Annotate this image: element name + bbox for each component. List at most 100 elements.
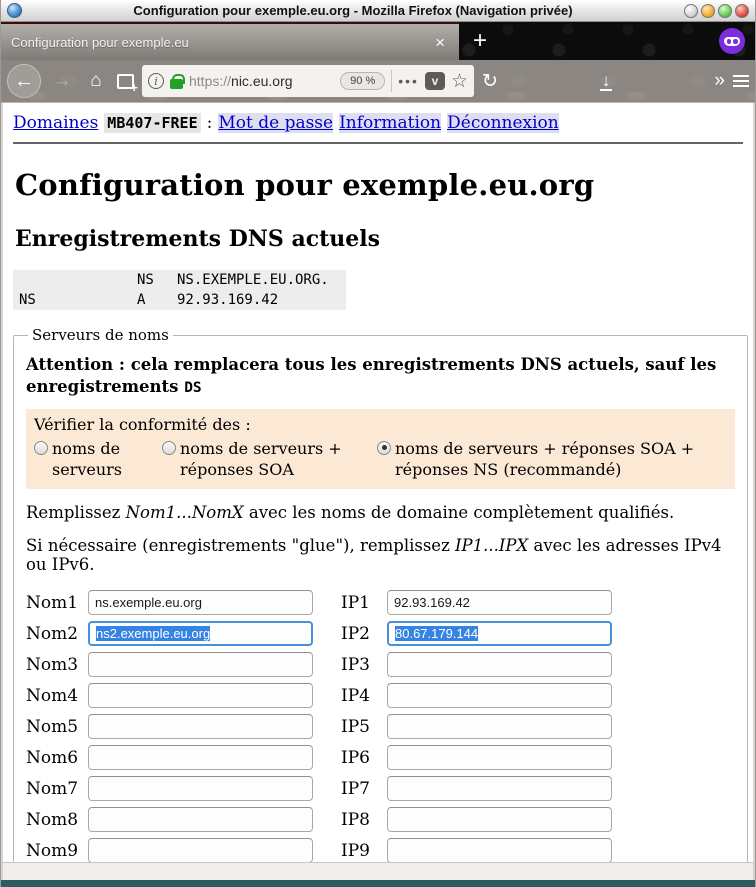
nom1-input[interactable]: ns.exemple.eu.org <box>88 590 313 616</box>
url-bar[interactable]: i https://nic.eu.org 90 % ••• v ☆ <box>142 65 474 97</box>
nom-label: Nom8 <box>26 809 79 830</box>
window-controls <box>684 3 749 18</box>
form-row: Nom9 IP9 <box>26 838 735 862</box>
forward-button[interactable]: → <box>52 70 72 91</box>
ip-label: IP3 <box>341 654 370 675</box>
home-button[interactable]: ⌂ <box>90 70 102 91</box>
bookmark-star-icon[interactable]: ☆ <box>450 70 468 92</box>
downloads-icon[interactable]: ↓ <box>599 70 613 91</box>
ip7-input[interactable] <box>387 776 612 802</box>
nom-label: Nom2 <box>26 623 79 644</box>
form-row: Nom1 ns.exemple.eu.org IP1 92.93.169.42 <box>26 590 735 616</box>
overflow-chevron-icon[interactable]: » <box>714 70 725 91</box>
screenshot-icon[interactable] <box>117 73 138 95</box>
table-row: NS A 92.93.169.42 <box>19 292 279 308</box>
status-bar <box>1 862 755 880</box>
page-actions-icon[interactable]: ••• <box>398 73 419 89</box>
nom7-input[interactable] <box>88 776 313 802</box>
nav-separator: : <box>206 113 213 133</box>
page-content: Domaines MB407-FREE : Mot de passe Infor… <box>1 103 755 862</box>
minimize-button[interactable] <box>701 3 715 18</box>
dns-records-heading: Enregistrements DNS actuels <box>15 226 380 252</box>
ip-label: IP6 <box>341 747 370 768</box>
nom5-input[interactable] <box>88 714 313 740</box>
secure-lock-icon[interactable] <box>170 73 185 89</box>
ip6-input[interactable] <box>387 745 612 771</box>
radio-label: noms de serveurs + réponses SOA <box>180 438 342 480</box>
nav-link-password[interactable]: Mot de passe <box>218 113 334 133</box>
nav-link-information[interactable]: Information <box>339 113 442 133</box>
radio-icon[interactable] <box>162 440 176 455</box>
new-tab-button[interactable]: + <box>472 27 487 54</box>
nom-label: Nom7 <box>26 778 79 799</box>
form-row: Nom5 IP5 <box>26 714 735 740</box>
fieldset-legend: Serveurs de noms <box>32 326 169 344</box>
nav-link-domaines[interactable]: Domaines <box>13 113 99 133</box>
tab-bar: Configuration pour exemple.eu × + <box>1 22 755 60</box>
nom-label: Nom1 <box>26 592 79 613</box>
help-text-noms: Remplissez Nom1...NomX avec les noms de … <box>26 503 675 523</box>
menu-hamburger-icon[interactable] <box>733 75 749 87</box>
url-text[interactable]: https://nic.eu.org <box>189 73 293 89</box>
nom-label: Nom6 <box>26 747 79 768</box>
urlbar-separator <box>391 70 393 92</box>
window-menu-icon[interactable] <box>7 3 22 18</box>
ip-label: IP5 <box>341 716 370 737</box>
radio-icon[interactable] <box>34 440 48 455</box>
page-title: Configuration pour exemple.eu.org <box>15 168 595 202</box>
radio-option-names-soa[interactable]: noms de serveurs + réponses SOA <box>162 438 377 481</box>
nom2-input[interactable]: ns2.exemple.eu.org <box>88 621 313 647</box>
form-row: Nom2 ns2.exemple.eu.org IP2 80.67.179.14… <box>26 621 735 647</box>
divider <box>13 142 743 144</box>
ip8-input[interactable] <box>387 807 612 833</box>
ip5-input[interactable] <box>387 714 612 740</box>
account-id: MB407-FREE <box>104 113 201 133</box>
radio-icon[interactable] <box>377 440 391 455</box>
tab-configuration[interactable]: Configuration pour exemple.eu × <box>1 22 459 60</box>
ip4-input[interactable] <box>387 683 612 709</box>
nom8-input[interactable] <box>88 807 313 833</box>
reload-icon[interactable]: ↻ <box>482 70 498 92</box>
radio-option-names-soa-ns[interactable]: noms de serveurs + réponses SOA + répons… <box>377 438 727 481</box>
page-info-icon[interactable]: i <box>148 73 164 89</box>
ip2-input[interactable]: 80.67.179.144 <box>387 621 612 647</box>
radio-option-names[interactable]: noms de serveurs <box>34 438 162 481</box>
private-browsing-mask-icon <box>719 28 745 54</box>
nom3-input[interactable] <box>88 652 313 678</box>
nameservers-fieldset: Serveurs de noms Attention : cela rempla… <box>13 326 748 862</box>
back-button[interactable]: ← <box>7 64 41 98</box>
table-row: NS NS.EXEMPLE.EU.ORG. <box>137 272 329 288</box>
shade-button[interactable] <box>684 3 698 18</box>
warning-text: Attention : cela remplacera tous les enr… <box>26 355 717 397</box>
ip-label: IP2 <box>341 623 370 644</box>
ip-label: IP9 <box>341 840 370 861</box>
zoom-level-badge[interactable]: 90 % <box>340 72 386 90</box>
nom4-input[interactable] <box>88 683 313 709</box>
ip3-input[interactable] <box>387 652 612 678</box>
ip1-input[interactable]: 92.93.169.42 <box>387 590 612 616</box>
conformity-label: Vérifier la conformité des : <box>34 414 251 434</box>
ip9-input[interactable] <box>387 838 612 862</box>
help-text-ips: Si nécessaire (enregistrements "glue"), … <box>26 536 722 575</box>
nom-label: Nom5 <box>26 716 79 737</box>
ip-label: IP1 <box>341 592 370 613</box>
pocket-icon[interactable]: v <box>424 72 445 90</box>
conformity-radio-group: noms de serveurs noms de serveurs + répo… <box>34 438 727 481</box>
os-titlebar: Configuration pour exemple.eu.org - Mozi… <box>1 0 755 22</box>
nom-label: Nom9 <box>26 840 79 861</box>
maximize-button[interactable] <box>718 3 732 18</box>
close-window-button[interactable] <box>735 3 749 18</box>
nameserver-form: Nom1 ns.exemple.eu.org IP1 92.93.169.42 … <box>26 590 735 862</box>
form-row: Nom4 IP4 <box>26 683 735 709</box>
ip-label: IP4 <box>341 685 370 706</box>
radio-label: noms de serveurs <box>52 438 122 480</box>
form-row: Nom7 IP7 <box>26 776 735 802</box>
tab-title: Configuration pour exemple.eu <box>11 34 189 50</box>
site-nav: Domaines MB407-FREE : Mot de passe Infor… <box>13 113 743 133</box>
navigation-toolbar: ← → ⌂ i https://nic.eu.org 90 % ••• v ☆ … <box>1 60 755 103</box>
nom6-input[interactable] <box>88 745 313 771</box>
radio-label: noms de serveurs + réponses SOA + répons… <box>395 438 695 480</box>
tab-close-icon[interactable]: × <box>435 32 445 52</box>
nom9-input[interactable] <box>88 838 313 862</box>
nav-link-logout[interactable]: Déconnexion <box>447 113 559 133</box>
